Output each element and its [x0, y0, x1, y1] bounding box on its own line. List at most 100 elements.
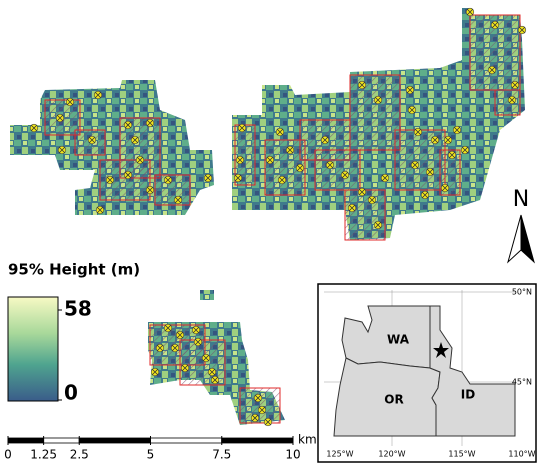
plot-marker-x: [66, 98, 74, 106]
plot-marker-x: [94, 91, 102, 99]
plot-marker-x: [181, 364, 189, 372]
state-id: [429, 305, 516, 437]
plot-marker-x: [286, 146, 294, 154]
legend-label: 58: [64, 297, 92, 321]
plot-marker-x: [491, 21, 499, 29]
plot-marker-x: [211, 376, 219, 384]
lon-label: 110°W: [508, 450, 535, 459]
plot-marker-x: [106, 176, 114, 184]
plot-marker-x: [202, 354, 210, 362]
plot-marker-x: [124, 121, 132, 129]
scale-segment: [7, 437, 45, 444]
plot-marker-x: [124, 171, 132, 179]
plot-marker-x: [414, 128, 422, 136]
plot-marker-x: [426, 168, 434, 176]
plot-marker-x: [431, 136, 439, 144]
plot-marker-x: [321, 136, 329, 144]
plot-markers: [29, 7, 527, 427]
plot-marker-x: [56, 114, 64, 122]
scale-segment: [150, 437, 223, 444]
plot-marker-x: [276, 128, 284, 136]
plot-marker-x: [488, 66, 496, 74]
plot-marker-x: [421, 191, 429, 199]
legend-ticks: 58 0: [58, 297, 92, 405]
plot-marker-x: [341, 171, 349, 179]
plot-marker-x: [192, 326, 200, 334]
plot-marker-x: [448, 151, 456, 159]
plot-marker-x: [266, 156, 274, 164]
plot-marker-x: [156, 344, 164, 352]
state-label: ID: [461, 388, 475, 402]
plot-marker-x: [194, 338, 202, 346]
plot-marker-x: [30, 124, 38, 132]
north-arrow-right: [520, 214, 535, 264]
lon-label: 125°W: [326, 450, 353, 459]
lat-label: 45°N: [512, 378, 532, 387]
plot-marker-x: [296, 164, 304, 172]
plot-marker-x: [264, 418, 272, 426]
plot-marker-x: [174, 196, 182, 204]
plot-marker-x: [374, 221, 382, 229]
inset-map: [317, 283, 537, 463]
plot-marker-x: [164, 176, 172, 184]
legend-label: 0: [64, 381, 78, 405]
scale-segment: [43, 437, 80, 444]
plot-marker-x: [358, 188, 366, 196]
plot-marker-x: [88, 136, 96, 144]
plot-marker-x: [164, 324, 172, 332]
plot-marker-x: [374, 96, 382, 104]
scale-label: 5: [147, 448, 155, 462]
plot-marker-x: [381, 174, 389, 182]
plot-marker-x: [251, 414, 259, 422]
plot-marker-x: [146, 119, 154, 127]
lon-label: 115°W: [448, 450, 475, 459]
state-label: WA: [387, 333, 410, 347]
scale-label: 1.25: [30, 448, 57, 462]
scale-label: 10: [285, 448, 300, 462]
plot-marker-x: [136, 156, 144, 164]
state-label: OR: [384, 393, 403, 407]
plot-marker-x: [441, 184, 449, 192]
legend-title: 95% Height (m): [8, 261, 140, 279]
scale-segment: [221, 437, 294, 444]
plot-marker-x: [258, 406, 266, 414]
plot-marker-x: [58, 146, 66, 154]
plot-marker-x: [461, 146, 469, 154]
plot-marker-x: [96, 206, 104, 214]
plot-marker-x: [236, 156, 244, 164]
lon-label: 120°W: [378, 450, 405, 459]
plot-marker-x: [278, 176, 286, 184]
plot-marker-x: [411, 161, 419, 169]
lat-label: 50°N: [512, 288, 532, 297]
plot-marker-x: [348, 204, 356, 212]
plot-marker-x: [238, 124, 246, 132]
north-arrow-left: [507, 214, 522, 264]
inset-labels: WA OR ID 50°N 45°N 125°W 120°W 115°W 110°W: [326, 288, 535, 459]
plot-marker-x: [453, 126, 461, 134]
scale-unit: km: [298, 433, 317, 447]
plot-marker-x: [408, 106, 416, 114]
plot-marker-x: [208, 368, 216, 376]
plot-marker-x: [254, 394, 262, 402]
scale-label: 7.5: [212, 448, 231, 462]
plot-marker-x: [176, 331, 184, 339]
scale-label: 2.5: [70, 448, 89, 462]
north-label: N: [513, 187, 529, 212]
plot-marker-x: [518, 26, 526, 34]
color-bar: [7, 296, 59, 402]
plot-marker-x: [511, 81, 519, 89]
plot-marker-x: [508, 96, 516, 104]
plot-marker-x: [358, 81, 366, 89]
plot-marker-x: [131, 136, 139, 144]
study-site-star: [433, 342, 449, 358]
plot-marker-x: [234, 174, 242, 182]
scale-segment: [78, 437, 151, 444]
scale-label: 0: [4, 448, 12, 462]
plot-marker-x: [466, 8, 474, 16]
plot-marker-x: [151, 368, 159, 376]
plot-marker-x: [326, 161, 334, 169]
plot-marker-x: [368, 196, 376, 204]
plot-marker-x: [204, 174, 212, 182]
plot-marker-x: [406, 86, 414, 94]
